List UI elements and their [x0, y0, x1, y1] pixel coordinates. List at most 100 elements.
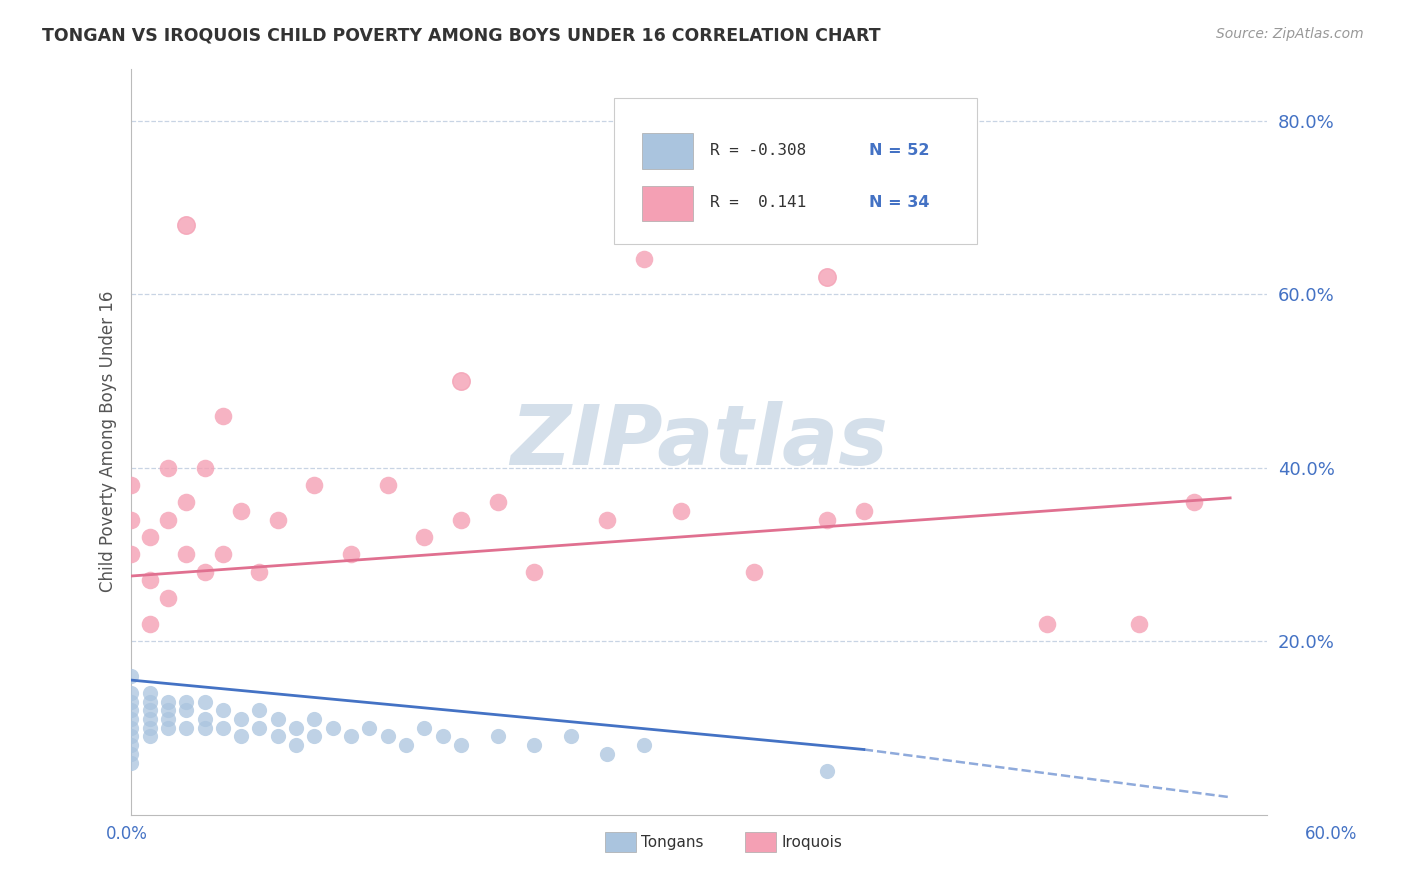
Y-axis label: Child Poverty Among Boys Under 16: Child Poverty Among Boys Under 16 — [100, 291, 117, 592]
Text: Iroquois: Iroquois — [782, 835, 842, 849]
Point — [138, 721, 160, 735]
Point — [156, 712, 179, 726]
Text: TONGAN VS IROQUOIS CHILD POVERTY AMONG BOYS UNDER 16 CORRELATION CHART: TONGAN VS IROQUOIS CHILD POVERTY AMONG B… — [42, 27, 880, 45]
Point — [231, 712, 253, 726]
Text: ZIPatlas: ZIPatlas — [510, 401, 889, 482]
Text: N = 52: N = 52 — [869, 143, 929, 158]
Point — [156, 703, 179, 717]
Point — [120, 738, 142, 752]
Point — [193, 460, 215, 475]
Point — [156, 591, 179, 605]
Point — [138, 616, 160, 631]
Point — [120, 686, 142, 700]
Text: R = -0.308: R = -0.308 — [710, 143, 807, 158]
Point — [304, 712, 326, 726]
Point — [1182, 495, 1205, 509]
Point — [231, 504, 253, 518]
Point — [304, 730, 326, 744]
Point — [138, 703, 160, 717]
Text: Tongans: Tongans — [641, 835, 703, 849]
Bar — [643, 186, 693, 221]
Point — [285, 721, 308, 735]
Point — [138, 574, 160, 588]
Text: 60.0%: 60.0% — [1305, 825, 1357, 843]
Point — [1128, 616, 1150, 631]
Point — [120, 695, 142, 709]
Point — [340, 730, 363, 744]
Text: R =  0.141: R = 0.141 — [710, 195, 807, 211]
Text: Source: ZipAtlas.com: Source: ZipAtlas.com — [1216, 27, 1364, 41]
Point — [596, 747, 619, 761]
Point — [174, 695, 197, 709]
Point — [340, 547, 363, 561]
Point — [138, 686, 160, 700]
Point — [120, 712, 142, 726]
Point — [249, 565, 271, 579]
Point — [249, 703, 271, 717]
Point — [596, 513, 619, 527]
Point — [432, 730, 454, 744]
Point — [193, 712, 215, 726]
Point — [211, 409, 233, 423]
Point — [174, 495, 197, 509]
Point — [413, 530, 436, 544]
Point — [395, 738, 418, 752]
Point — [669, 504, 692, 518]
Point — [156, 695, 179, 709]
Point — [120, 703, 142, 717]
Point — [211, 721, 233, 735]
Point — [193, 695, 215, 709]
Point — [450, 513, 472, 527]
Point — [523, 565, 546, 579]
Point — [120, 547, 142, 561]
Point — [304, 478, 326, 492]
Point — [413, 721, 436, 735]
Point — [193, 721, 215, 735]
Point — [138, 695, 160, 709]
Point — [267, 513, 290, 527]
Point — [211, 703, 233, 717]
Point — [138, 712, 160, 726]
Point — [249, 721, 271, 735]
FancyBboxPatch shape — [614, 98, 977, 244]
Point — [486, 730, 509, 744]
Point — [377, 730, 399, 744]
Point — [267, 712, 290, 726]
Point — [633, 252, 655, 267]
Point — [815, 764, 838, 779]
Point — [120, 730, 142, 744]
Point — [120, 513, 142, 527]
Point — [138, 730, 160, 744]
Point — [852, 504, 875, 518]
Point — [174, 218, 197, 232]
Point — [120, 721, 142, 735]
Point — [377, 478, 399, 492]
Point — [486, 495, 509, 509]
Point — [174, 547, 197, 561]
Point — [193, 565, 215, 579]
Point — [560, 730, 582, 744]
Text: N = 34: N = 34 — [869, 195, 929, 211]
Text: 0.0%: 0.0% — [105, 825, 148, 843]
Point — [322, 721, 344, 735]
Point — [156, 513, 179, 527]
Point — [174, 721, 197, 735]
Point — [120, 756, 142, 770]
Point — [285, 738, 308, 752]
Point — [815, 513, 838, 527]
Point — [450, 738, 472, 752]
Point — [120, 747, 142, 761]
Point — [450, 374, 472, 388]
Bar — [643, 134, 693, 169]
Point — [211, 547, 233, 561]
Point — [120, 669, 142, 683]
Point — [156, 721, 179, 735]
Point — [633, 738, 655, 752]
Point — [742, 565, 765, 579]
Point — [1036, 616, 1059, 631]
Point — [523, 738, 546, 752]
Point — [267, 730, 290, 744]
Point — [231, 730, 253, 744]
Point — [359, 721, 381, 735]
Point — [156, 460, 179, 475]
